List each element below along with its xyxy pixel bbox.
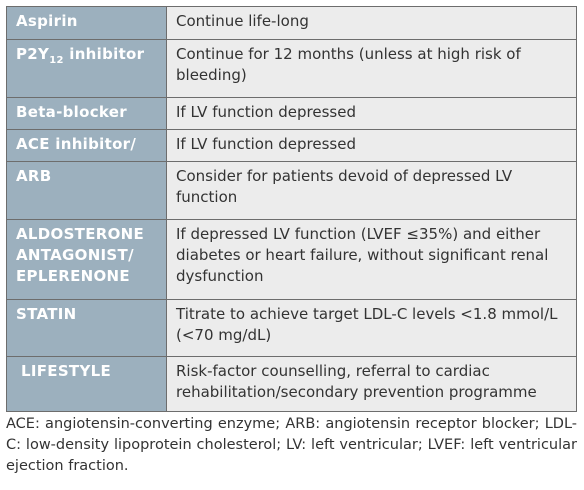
response-cell: If depressed LV function (LVEF ≤35%) and… xyxy=(166,219,577,300)
therapy-table: Aspirin Continue life-long P2Y12 inhibitor… xyxy=(6,6,577,412)
drug-cell: Beta-blocker xyxy=(6,97,167,130)
drug-cell: P2Y12 inhibitor xyxy=(6,39,167,98)
table-body: Aspirin Continue life-long P2Y12 inhibitor… xyxy=(6,6,577,412)
table-row: ALDOSTERONE ANTAGONIST/ EPLERENONE If dep… xyxy=(6,219,577,300)
drug-cell: ACE inhibitor/ xyxy=(6,129,167,162)
response-cell: If LV function depressed xyxy=(166,129,577,162)
drug-cell: ARB xyxy=(6,161,167,220)
text-part: inhibitor xyxy=(63,45,145,63)
table-row: ARB Consider for patients devoid of depre… xyxy=(6,161,577,220)
drug-cell: STATIN xyxy=(6,299,167,357)
table-row: STATIN Titrate to achieve target LDL-C le… xyxy=(6,299,577,357)
response-cell: If LV function depressed xyxy=(166,97,577,130)
table-row: ACE inhibitor/If LV function depressed xyxy=(6,129,577,162)
text-part: 12 xyxy=(49,55,64,66)
table-row: P2Y12 inhibitor Continue for 12 months (u… xyxy=(6,39,577,98)
table-row: Beta-blocker If LV function depressed xyxy=(6,97,577,130)
response-cell: Continue for 12 months (unless at high r… xyxy=(166,39,577,98)
text-part: P2Y xyxy=(16,45,50,63)
response-cell: Titrate to achieve target LDL-C levels <… xyxy=(166,299,577,357)
drug-cell: LIFESTYLE xyxy=(6,356,167,412)
response-cell: Continue life-long xyxy=(166,6,577,40)
response-cell: Consider for patients devoid of depresse… xyxy=(166,161,577,220)
drug-cell: ALDOSTERONE ANTAGONIST/ EPLERENONE xyxy=(6,219,167,300)
table-row: Aspirin Continue life-long xyxy=(6,6,577,40)
footnote: ACE: angiotensin-converting enzyme; ARB:… xyxy=(6,416,577,474)
table-row: LIFESTYLE Risk-factor counselling, referr… xyxy=(6,356,577,412)
drug-cell: Aspirin xyxy=(6,6,167,40)
response-cell: Risk-factor counselling, referral to car… xyxy=(166,356,577,412)
